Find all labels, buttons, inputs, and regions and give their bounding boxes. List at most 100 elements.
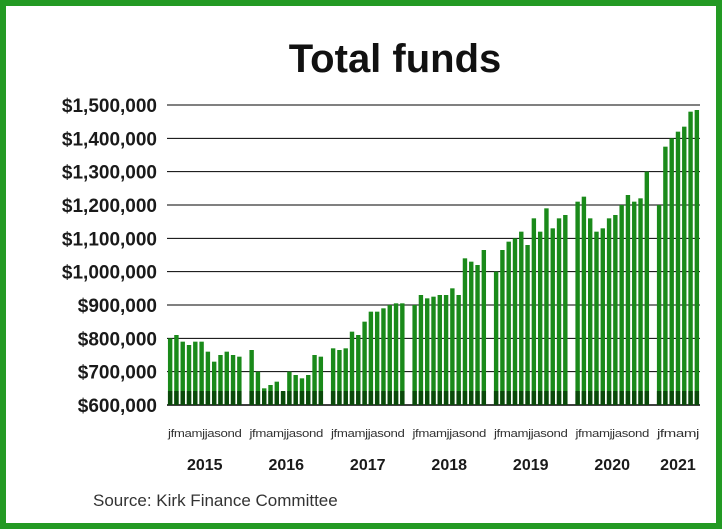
bar <box>337 350 342 405</box>
bar-base <box>493 391 499 405</box>
bar-base <box>656 391 662 405</box>
bar <box>349 331 355 405</box>
bar <box>613 215 618 405</box>
bar-base <box>437 391 442 405</box>
bar-base <box>688 391 693 405</box>
bar <box>581 196 587 405</box>
bar <box>237 356 242 405</box>
y-tick-label: $700,000 <box>78 363 157 384</box>
month-tick-label: jfmamjjasond <box>248 428 323 440</box>
bar-base <box>374 391 380 405</box>
bar <box>218 355 223 405</box>
bar-base <box>481 391 487 405</box>
bar-base <box>337 391 342 405</box>
year-label: 2020 <box>594 457 630 474</box>
bar-base <box>431 391 436 405</box>
year-label: 2016 <box>268 457 304 474</box>
bar <box>619 205 624 405</box>
bar-base <box>218 391 223 405</box>
chart-title: Total funds <box>289 37 502 81</box>
bar-base <box>249 391 254 405</box>
bar <box>481 250 487 405</box>
bar-base <box>550 391 555 405</box>
bar <box>600 228 605 405</box>
y-tick-label: $600,000 <box>78 396 157 417</box>
bar <box>199 341 204 405</box>
bar-base <box>613 391 618 405</box>
bar-base <box>180 391 185 405</box>
bar <box>525 245 530 405</box>
month-tick-label: jfmamjjasond <box>330 428 405 440</box>
bar-base <box>587 391 593 405</box>
month-ticks: jfmamjjasond jfmamjjasond jfmamjjasond jfma… <box>167 428 700 440</box>
bar-base <box>669 391 674 405</box>
bar-base <box>519 391 524 405</box>
bar <box>594 231 599 405</box>
bars <box>167 110 700 406</box>
y-tick-label: $1,300,000 <box>62 163 157 184</box>
bar <box>556 218 562 405</box>
bar <box>437 295 442 405</box>
month-tick-label: jfmamjjasond <box>167 428 242 440</box>
bar <box>675 131 681 405</box>
bar <box>519 231 524 405</box>
bar-base <box>694 391 700 405</box>
bar-base <box>425 391 430 405</box>
y-tick-label: $1,100,000 <box>62 229 157 250</box>
year-label: 2015 <box>187 457 223 474</box>
bar <box>293 375 298 405</box>
bar <box>400 303 405 405</box>
bar <box>563 215 568 405</box>
bar-base <box>349 391 355 405</box>
bar-base <box>575 391 580 405</box>
bar <box>431 296 436 405</box>
y-tick-label: $1,400,000 <box>62 129 157 150</box>
year-label: 2018 <box>431 457 467 474</box>
bar <box>493 271 499 405</box>
bar-base <box>443 391 449 405</box>
bar <box>688 111 693 406</box>
bar-base <box>625 391 631 405</box>
bar <box>531 218 537 405</box>
bar-base <box>230 391 236 405</box>
bar-base <box>531 391 537 405</box>
bar-base <box>412 391 417 405</box>
bar-base <box>381 391 386 405</box>
bar <box>656 205 662 405</box>
bar-base <box>663 391 668 405</box>
bar <box>387 305 392 405</box>
bar-base <box>469 391 474 405</box>
y-tick-label: $800,000 <box>78 329 157 350</box>
bar <box>224 351 229 405</box>
bar <box>287 371 292 405</box>
bar <box>230 355 236 405</box>
bar-base <box>512 391 518 405</box>
bar-base <box>450 391 455 405</box>
bar <box>186 345 192 405</box>
bar <box>318 356 324 405</box>
bar-base <box>287 391 292 405</box>
source-note: Source: Kirk Finance Committee <box>93 491 338 510</box>
bar-base <box>211 391 217 405</box>
bar-base <box>537 391 543 405</box>
bar-base <box>418 391 424 405</box>
bar <box>211 361 217 405</box>
bar-base <box>237 391 242 405</box>
bar <box>418 295 424 405</box>
bar-base <box>556 391 562 405</box>
bar-base <box>387 391 392 405</box>
bar-base <box>343 391 348 405</box>
bar <box>312 355 317 405</box>
bar-base <box>224 391 229 405</box>
bar-base <box>280 391 286 405</box>
bar <box>663 146 668 405</box>
bar <box>443 295 449 405</box>
bar <box>167 338 173 405</box>
bar <box>381 308 386 405</box>
bar <box>306 375 311 405</box>
bar-base <box>581 391 587 405</box>
bar <box>193 341 198 405</box>
bar <box>638 198 643 405</box>
bar-base <box>318 391 324 405</box>
